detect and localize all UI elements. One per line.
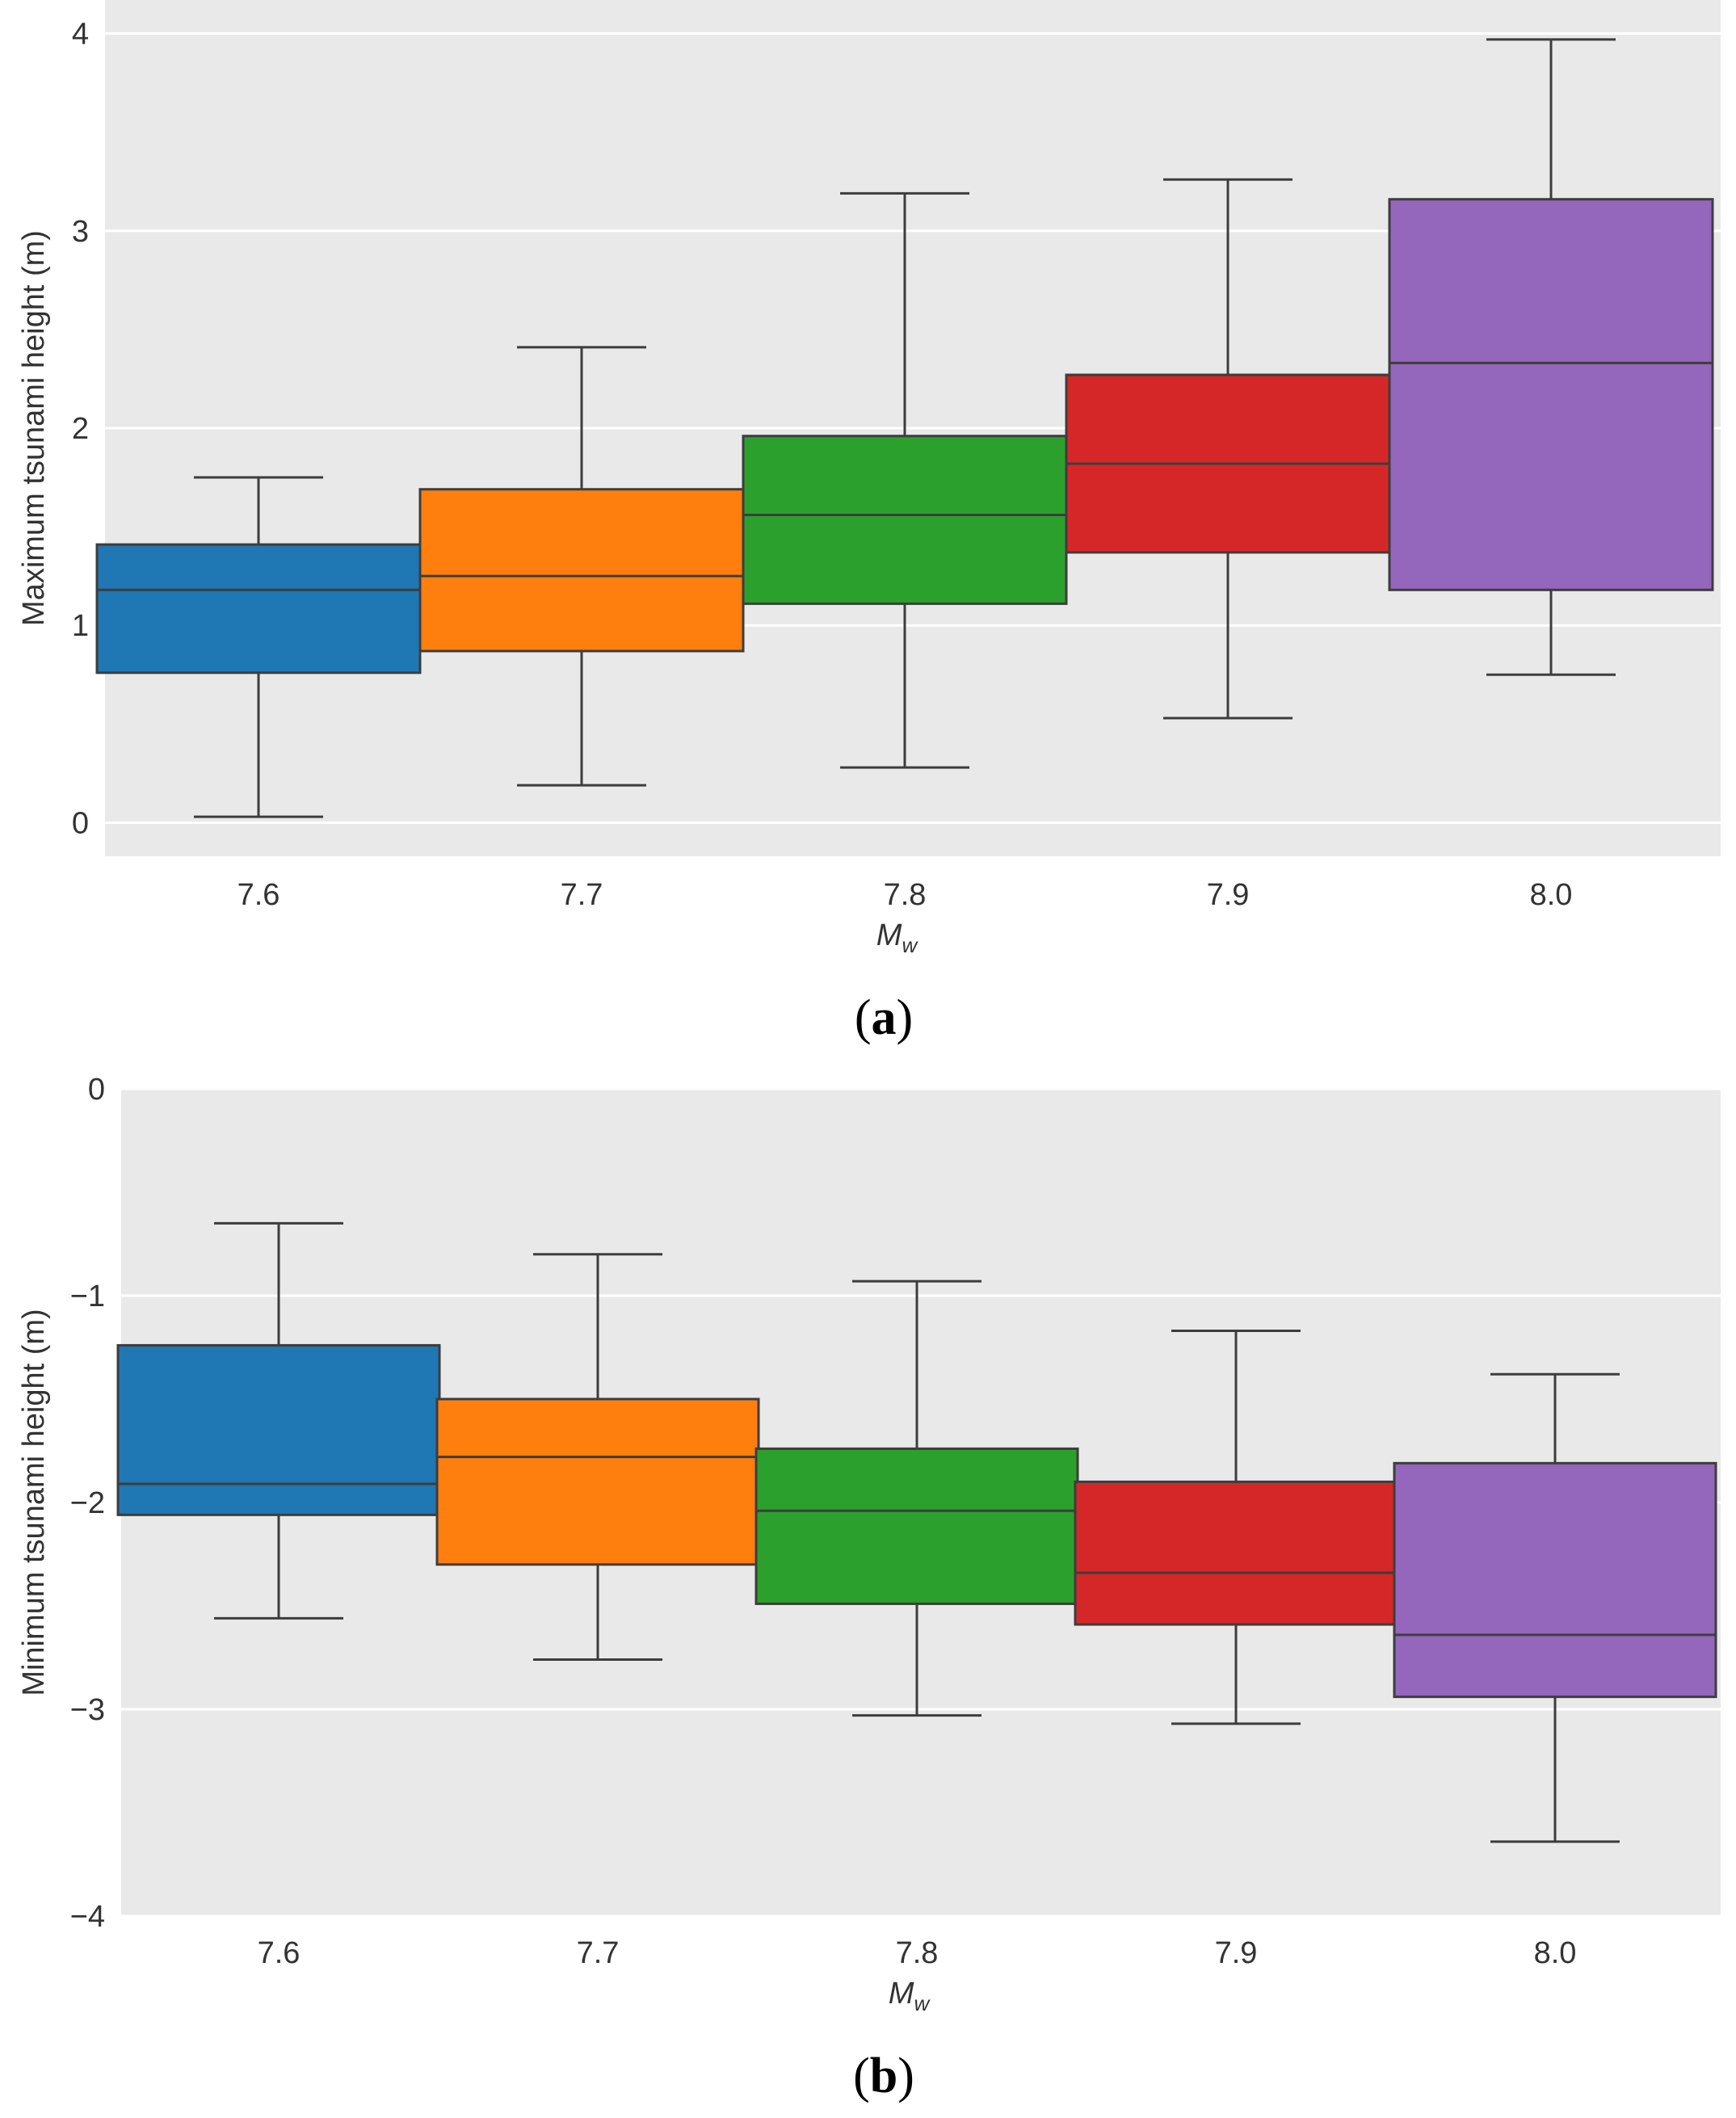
x-tick-label: 7.8 xyxy=(884,878,927,912)
boxes-a xyxy=(95,38,1714,818)
panel-label-b-letter: b xyxy=(870,2049,897,2103)
box-iqr xyxy=(1393,1461,1717,1699)
panel-a: 0 1 2 3 4 7.6 7.7 7.8 7.9 8.0 Maximum tsunami he… xyxy=(17,0,1721,1045)
box-iqr xyxy=(1388,198,1714,591)
box-iqr xyxy=(755,1447,1079,1605)
x-tick-label: 8.0 xyxy=(1530,878,1573,912)
box-group xyxy=(1393,1372,1717,1843)
box-group xyxy=(755,1280,1079,1717)
boxes-b xyxy=(116,1221,1717,1843)
x-tick-labels-a: 7.6 7.7 7.8 7.9 8.0 xyxy=(237,878,1573,912)
box-group xyxy=(95,476,422,818)
y-axis-label-b: Minimum tsunami height (m) xyxy=(17,1309,51,1696)
panel-b: 0 −1 −2 −3 −4 7.6 7.7 7.8 7.9 8.0 Minimum tsunam… xyxy=(17,1073,1721,2103)
y-tick-label: −1 xyxy=(70,1280,105,1313)
y-axis-label-a: Maximum tsunami height (m) xyxy=(17,230,51,626)
box-iqr xyxy=(95,543,422,674)
box-group xyxy=(1065,178,1391,720)
panel-label-a: (a) xyxy=(855,990,913,1045)
x-tick-label: 7.6 xyxy=(258,1936,301,1970)
y-tick-labels-b: 0 −1 −2 −3 −4 xyxy=(70,1073,105,1934)
panel-label-a-letter: a xyxy=(872,990,897,1045)
x-axis-label-main-b: M xyxy=(889,1977,914,2011)
x-tick-label: 7.6 xyxy=(237,878,280,912)
y-tick-label: 3 xyxy=(72,215,89,249)
x-tick-label: 7.7 xyxy=(577,1936,620,1970)
y-tick-label: 0 xyxy=(72,806,89,840)
y-tick-label: −3 xyxy=(70,1693,105,1727)
x-axis-label-main-a: M xyxy=(876,918,902,952)
y-tick-label: −2 xyxy=(70,1486,105,1520)
x-axis-label-a: Mw xyxy=(876,918,919,957)
y-tick-labels-a: 0 1 2 3 4 xyxy=(72,18,89,841)
box-iqr xyxy=(418,488,745,653)
x-tick-label: 7.9 xyxy=(1207,878,1250,912)
box-iqr xyxy=(1074,1480,1398,1626)
x-axis-label-b: Mw xyxy=(889,1977,931,2015)
box-iqr xyxy=(742,435,1068,605)
x-tick-label: 7.9 xyxy=(1215,1936,1258,1970)
panel-label-b: (b) xyxy=(853,2049,914,2103)
x-axis-label-sub-a: w xyxy=(902,933,918,957)
x-axis-label-sub-b: w xyxy=(914,1991,931,2015)
x-tick-label: 7.8 xyxy=(896,1936,939,1970)
y-tick-label: 2 xyxy=(72,412,89,446)
box-iqr xyxy=(435,1397,760,1566)
box-group xyxy=(1074,1330,1398,1725)
y-tick-label: −4 xyxy=(70,1900,105,1934)
box-iqr xyxy=(116,1343,441,1516)
box-group xyxy=(418,346,745,787)
box-group xyxy=(742,191,1068,769)
y-tick-label: 0 xyxy=(88,1073,105,1107)
x-tick-label: 8.0 xyxy=(1534,1936,1577,1970)
box-group xyxy=(435,1253,760,1662)
y-tick-label: 4 xyxy=(72,18,89,52)
y-tick-label: 1 xyxy=(72,609,89,643)
x-tick-labels-b: 7.6 7.7 7.8 7.9 8.0 xyxy=(258,1936,1577,1970)
box-group xyxy=(1388,38,1714,676)
x-tick-label: 7.7 xyxy=(561,878,603,912)
